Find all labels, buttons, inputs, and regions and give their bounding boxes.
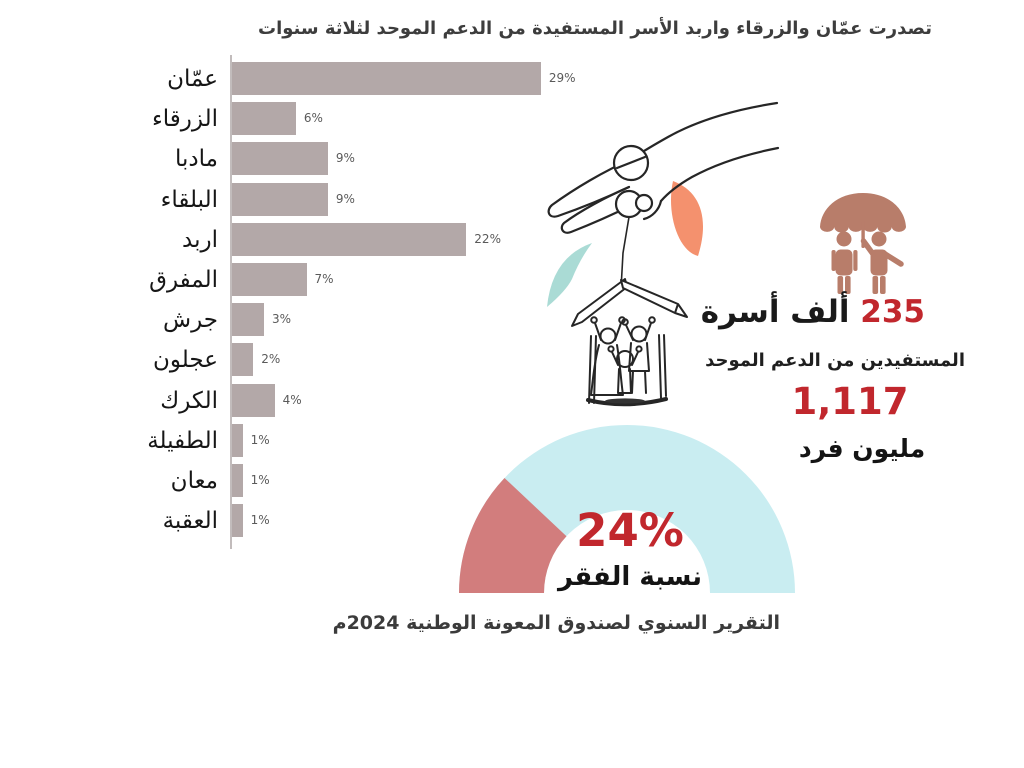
bar: [232, 102, 296, 136]
bar-value-label: 2%: [261, 352, 281, 367]
category-label: اربد: [182, 226, 218, 253]
umbrella-family-icon: [820, 193, 906, 294]
gauge-value-label: 24%: [576, 504, 684, 557]
bar: [232, 142, 328, 176]
bar-value-label: 4%: [282, 392, 302, 407]
category-label: جرش: [163, 307, 218, 334]
bar-value-label: 29%: [548, 71, 576, 85]
bar: [232, 303, 264, 337]
beneficiaries-caption: المستفيدين من الدعم الموحد: [705, 350, 965, 371]
bar-value-label: 22%: [474, 231, 501, 246]
hand-sketch: [547, 101, 780, 234]
bar-value-label: 1%: [250, 513, 270, 528]
bar-chart-axis: [230, 55, 232, 549]
hand-giving-coins-house-family-sketch: [547, 101, 780, 407]
category-label: العقبة: [162, 508, 218, 535]
page-title: تصدرت عمّان والزرقاء واربد الأسر المستفي…: [257, 18, 933, 39]
bar: [232, 62, 541, 95]
bar: [232, 182, 328, 216]
gauge-fill-arc: [459, 478, 567, 593]
source-text: التقرير السنوي لصندوق المعونة الوطنية 20…: [332, 612, 780, 634]
bar-value-label: 7%: [314, 272, 334, 286]
bar-value-label: 6%: [303, 111, 323, 126]
category-label: عمّان: [167, 66, 218, 92]
families-unit: ألف أسرة: [700, 294, 850, 330]
bar-value-label: 1%: [250, 473, 270, 487]
individuals-number: 1,117: [791, 380, 909, 423]
bar: [232, 464, 243, 497]
category-label: معان: [170, 468, 218, 494]
bar-value-label: 3%: [271, 312, 291, 327]
category-label: عجلون: [153, 347, 218, 374]
bar: [232, 383, 275, 417]
teal-swoosh: [547, 243, 592, 307]
bar-value-label: 1%: [250, 432, 270, 447]
orange-swoosh: [670, 181, 704, 256]
families-number: 235: [860, 294, 925, 330]
poverty-gauge: [459, 425, 795, 593]
category-label: الكرك: [160, 387, 218, 414]
bar: [232, 222, 467, 256]
family-sketch: [586, 316, 668, 407]
category-label: الطفيلة: [147, 427, 218, 454]
bar-value-label: 9%: [335, 191, 355, 206]
category-label: الزرقاء: [151, 106, 218, 133]
category-label: البلقاء: [160, 186, 218, 213]
bar: [232, 343, 254, 377]
roof-pencils-sketch: [571, 278, 688, 327]
bar: [232, 263, 307, 296]
category-label: مادبا: [175, 146, 218, 173]
bar-value-label: 9%: [335, 151, 355, 166]
bar: [232, 423, 243, 457]
string-line: [620, 216, 630, 290]
category-label: المفرق: [149, 267, 218, 293]
gauge-caption: نسبة الفقر: [558, 562, 702, 592]
individuals-unit: مليون فرد: [798, 434, 926, 463]
bar: [232, 504, 243, 538]
families-stat: 235 ألف أسرة: [701, 294, 925, 330]
